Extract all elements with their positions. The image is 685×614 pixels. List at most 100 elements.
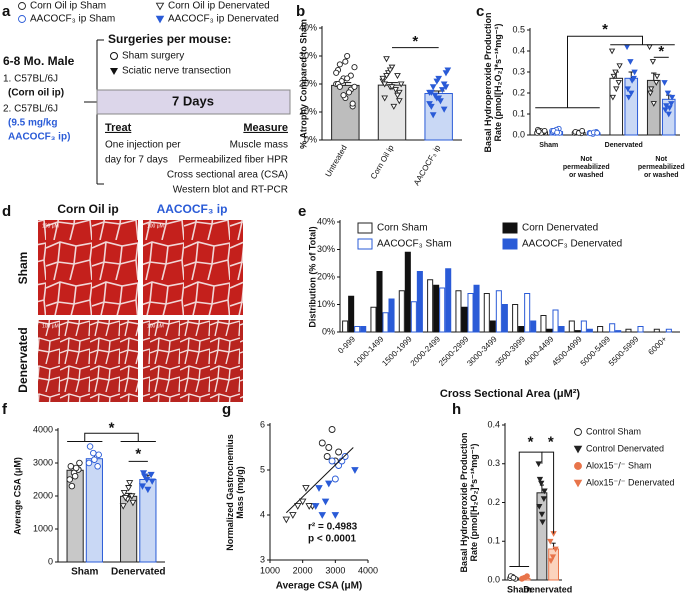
y-tick-label: 0.1 xyxy=(487,536,500,546)
scale-label: 100 μM xyxy=(147,223,164,229)
data-point xyxy=(140,470,148,477)
data-point xyxy=(661,80,668,86)
data-point xyxy=(395,98,403,105)
data-point xyxy=(336,61,343,68)
panel-d: Corn Oil ip AACOCF₃ ip Sham Denervated 1… xyxy=(16,202,243,402)
x-tick-label: Sham xyxy=(507,584,532,594)
x-tick-label: Denervated xyxy=(523,584,572,594)
bar xyxy=(445,268,452,333)
data-point xyxy=(294,503,302,510)
bar xyxy=(597,326,604,333)
legend-marker xyxy=(573,479,583,488)
treat-item: One injection per xyxy=(105,140,181,151)
x-axis-label: Cross Sectional Area (μM²) xyxy=(440,388,581,400)
data-point xyxy=(148,478,156,485)
data-point xyxy=(610,73,617,80)
y-tick-label: 0.3 xyxy=(512,66,525,76)
bar xyxy=(653,328,660,333)
data-point xyxy=(333,69,340,76)
panel-letter: g xyxy=(222,401,231,418)
data-point xyxy=(120,490,128,497)
legend-label: Corn Oil ip Sham xyxy=(30,1,106,12)
bar xyxy=(489,320,496,333)
data-point xyxy=(341,453,349,460)
legend-label: Control Denervated xyxy=(586,443,664,453)
legend-label: AACOCF₃ Sham xyxy=(377,239,452,250)
data-point xyxy=(649,59,657,65)
bar xyxy=(495,290,502,333)
data-point xyxy=(435,95,443,102)
subject-item: AACOCF₃ ip) xyxy=(8,132,70,143)
data-point xyxy=(547,538,554,545)
data-point xyxy=(668,101,675,107)
data-point xyxy=(536,476,544,483)
bar xyxy=(483,293,490,333)
data-point xyxy=(289,512,297,519)
y-tick-label: 20% xyxy=(299,78,317,88)
data-point xyxy=(519,575,526,582)
subject-item: 2. C57BL/6J xyxy=(3,104,58,115)
y-axis-label: Basal Hydroperoxide ProductionRate (pmol… xyxy=(483,12,503,152)
significance: * xyxy=(658,43,664,60)
data-point xyxy=(549,554,557,561)
data-point xyxy=(386,67,394,74)
y-tick-label: 40% xyxy=(317,216,335,226)
y-axis-label: % Atrophy Compared to Sham xyxy=(298,19,308,149)
legend-label: Alox15⁻/⁻ Denervated xyxy=(586,477,675,487)
bar xyxy=(552,309,559,333)
data-point xyxy=(631,69,638,76)
annotation: p < 0.0001 xyxy=(308,534,357,545)
data-point xyxy=(323,453,331,460)
data-point xyxy=(623,44,631,51)
data-point xyxy=(141,473,149,480)
row-header: Sham xyxy=(16,252,30,285)
data-point xyxy=(71,472,79,480)
bar xyxy=(348,295,355,333)
data-point xyxy=(383,73,390,80)
data-point xyxy=(612,69,619,76)
bar xyxy=(530,320,537,333)
data-point xyxy=(85,459,93,467)
data-point xyxy=(344,52,351,60)
legend-label: Corn Sham xyxy=(377,223,428,234)
y-tick-label: 0.0 xyxy=(512,129,525,139)
y-tick-label: 0.4 xyxy=(512,45,525,55)
y-tick-label: 2000 xyxy=(33,490,53,500)
legend-marker xyxy=(155,15,165,24)
data-point xyxy=(442,84,450,91)
legend-label: Control Sham xyxy=(586,426,641,436)
data-point xyxy=(318,439,326,447)
y-tick-label: 6 xyxy=(260,419,265,429)
y-axis-label: Distribution (% of Total) xyxy=(307,226,317,327)
data-point xyxy=(664,90,672,97)
data-point xyxy=(298,498,307,506)
data-point xyxy=(628,90,635,97)
surgeries-title: Surgeries per mouse: xyxy=(108,32,231,46)
scale-label: 100 μM xyxy=(42,323,59,329)
data-point xyxy=(541,127,548,134)
data-point xyxy=(351,467,359,474)
bar xyxy=(433,284,440,333)
y-tick-label: 1000 xyxy=(33,523,53,533)
bar xyxy=(637,326,644,333)
data-point xyxy=(540,496,548,502)
x-tick-label: Untreated xyxy=(324,144,349,179)
x-tick-label: Sham xyxy=(539,142,558,149)
significance-bracket xyxy=(567,35,643,108)
measure-title: Measure xyxy=(243,122,288,134)
data-point xyxy=(390,103,398,110)
data-point xyxy=(536,504,543,510)
data-point xyxy=(76,459,83,467)
data-point xyxy=(624,86,632,93)
bar xyxy=(501,304,508,333)
y-tick-label: 0.1 xyxy=(512,108,525,118)
legend-swatch xyxy=(502,238,518,250)
surgeries-item: Sciatic nerve transection xyxy=(122,66,231,77)
y-axis-label: Normalized GastrocnemiusMass (mg/g) xyxy=(225,434,245,551)
bar xyxy=(342,320,349,333)
data-point xyxy=(128,493,136,500)
bar xyxy=(540,315,547,333)
significance: * xyxy=(109,419,115,436)
data-point xyxy=(594,130,600,136)
y-tick-label: 4000 xyxy=(33,424,53,434)
